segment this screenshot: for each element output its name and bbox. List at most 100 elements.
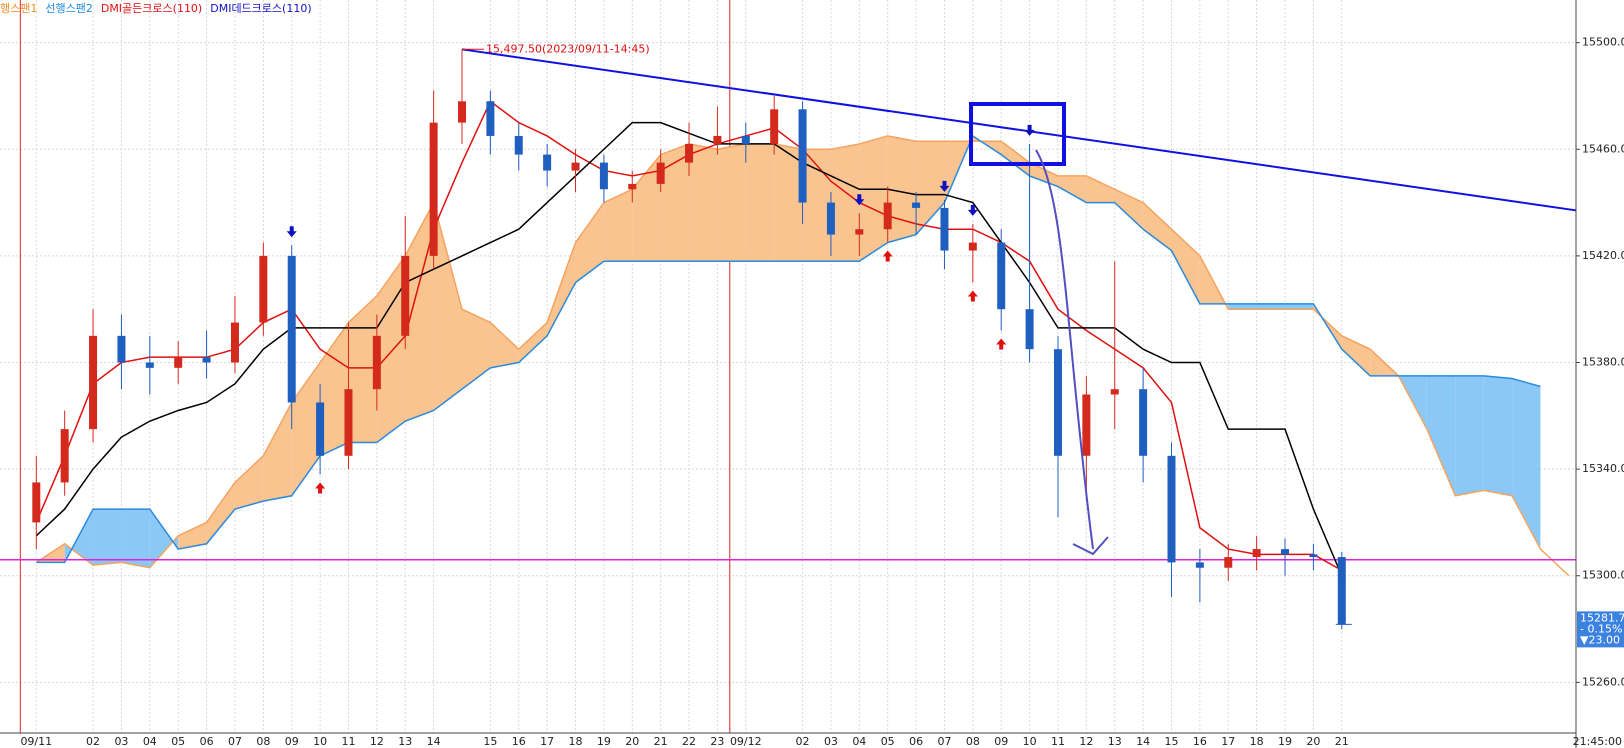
cloud-segment bbox=[689, 143, 718, 262]
legend-entry: 선행스팬2 bbox=[45, 2, 92, 15]
cloud-segment bbox=[206, 482, 235, 544]
candle-body bbox=[316, 402, 325, 456]
cloud-segment bbox=[603, 189, 633, 262]
signal-arrow bbox=[882, 250, 893, 262]
cloud-segment bbox=[575, 202, 604, 283]
x-tick-label: 20 bbox=[1306, 735, 1320, 748]
candle-body bbox=[685, 143, 694, 163]
signal-arrow bbox=[315, 482, 326, 494]
x-tick-label: 12 bbox=[370, 735, 384, 748]
candle-body bbox=[713, 135, 722, 144]
y-tick-label: 15380.00 bbox=[1582, 356, 1624, 369]
signal-arrow bbox=[286, 226, 297, 238]
cloud-segment bbox=[802, 149, 831, 262]
signal-arrow bbox=[967, 290, 978, 302]
x-tick-label: 19 bbox=[597, 735, 611, 748]
x-tick-label: 06 bbox=[909, 735, 923, 748]
cloud-segment bbox=[1483, 375, 1513, 496]
x-tick-label: 18 bbox=[1250, 735, 1264, 748]
cloud-segment bbox=[149, 509, 179, 568]
signal-arrow bbox=[854, 194, 865, 206]
cloud-segment bbox=[660, 143, 690, 262]
cloud-segment bbox=[859, 135, 888, 262]
y-tick-label: 15460.00 bbox=[1582, 142, 1624, 155]
cloud-segment bbox=[348, 295, 377, 443]
candle-body bbox=[997, 242, 1006, 310]
legend-entry: 행스팬1 bbox=[0, 2, 37, 15]
cloud-segment bbox=[490, 322, 519, 368]
x-tick-label: 10 bbox=[1023, 735, 1037, 748]
cloud-segment bbox=[1256, 303, 1286, 310]
trend-line bbox=[461, 48, 1578, 212]
x-tick-label: 02 bbox=[86, 735, 100, 748]
cloud-segment bbox=[1341, 335, 1371, 376]
cloud-segment bbox=[1001, 141, 1030, 176]
x-tick-label: 16 bbox=[512, 735, 526, 748]
candle-body bbox=[940, 207, 949, 251]
cloud-segment bbox=[1426, 375, 1456, 496]
candle-body bbox=[32, 482, 41, 523]
last-price: 15281.75 bbox=[1580, 611, 1624, 624]
candle-body bbox=[968, 242, 977, 251]
highlight-box bbox=[969, 102, 1066, 166]
legend-entry: DMI골든크로스(110) bbox=[101, 2, 202, 15]
x-tick-label: 15 bbox=[483, 735, 497, 748]
candle-body bbox=[458, 101, 466, 123]
candle-body bbox=[1309, 554, 1318, 558]
x-tick-label: 09 bbox=[994, 735, 1008, 748]
signal-arrow bbox=[967, 204, 978, 216]
candle-body bbox=[259, 255, 268, 323]
candle-body bbox=[855, 229, 864, 235]
candle-body bbox=[741, 135, 750, 144]
last-price-box bbox=[1577, 611, 1624, 648]
candle-body bbox=[798, 109, 807, 203]
cloud-segment bbox=[376, 255, 406, 443]
cloud-segment bbox=[1285, 303, 1314, 310]
peak-label: 15,497.50(2023/09/11-14:45) bbox=[486, 42, 650, 55]
main-layer: 15,497.50(2023/09/11-14:45) bbox=[0, 42, 1578, 630]
cloud-segment bbox=[291, 362, 321, 496]
x-tick-label: 15 bbox=[1165, 735, 1179, 748]
x-tick-label: 11 bbox=[341, 735, 355, 748]
x-tick-label: 03 bbox=[114, 735, 128, 748]
cloud-segment bbox=[263, 402, 292, 502]
candle-body bbox=[401, 255, 410, 336]
cloud-segment bbox=[1171, 229, 1200, 304]
x-tick-label: 02 bbox=[796, 735, 810, 748]
x-tick-label: 09/12 bbox=[730, 735, 762, 748]
x-tick-label: 07 bbox=[228, 735, 242, 748]
cloud-segment bbox=[547, 242, 576, 336]
candle-body bbox=[1139, 389, 1148, 456]
x-tick-label: 16 bbox=[1193, 735, 1207, 748]
y-tick-label: 15260.00 bbox=[1582, 675, 1624, 688]
candle-body bbox=[883, 202, 892, 230]
y-tick-label: 15420.00 bbox=[1582, 249, 1624, 262]
candle-body bbox=[1025, 309, 1034, 350]
candle-body bbox=[1252, 549, 1261, 558]
candle-body bbox=[656, 162, 665, 184]
cloud-segment bbox=[830, 143, 860, 262]
cloud-segment bbox=[518, 322, 548, 363]
candle-body bbox=[826, 202, 835, 235]
x-tick-label: 23 bbox=[710, 735, 724, 748]
cloud-segment bbox=[462, 309, 491, 390]
candle-body bbox=[1167, 455, 1176, 563]
last-change: - 0.15% bbox=[1580, 622, 1622, 635]
candle-body bbox=[117, 335, 126, 363]
candle-body bbox=[599, 162, 608, 190]
x-tick-label: 11 bbox=[1051, 735, 1065, 748]
x-tick-label: 04 bbox=[143, 735, 157, 748]
candle-body bbox=[486, 101, 495, 136]
cloud-segment bbox=[1512, 378, 1541, 550]
candle-body bbox=[429, 122, 438, 256]
x-tick-label: 13 bbox=[1108, 735, 1122, 748]
candle-body bbox=[1281, 549, 1290, 555]
x-tick-label: 10 bbox=[313, 735, 327, 748]
y-tick-label: 15340.00 bbox=[1582, 462, 1624, 475]
candle-body bbox=[230, 322, 239, 363]
x-tick-label: 21 bbox=[1335, 735, 1349, 748]
x-tick-label: 06 bbox=[200, 735, 214, 748]
candle-body bbox=[1195, 562, 1204, 568]
